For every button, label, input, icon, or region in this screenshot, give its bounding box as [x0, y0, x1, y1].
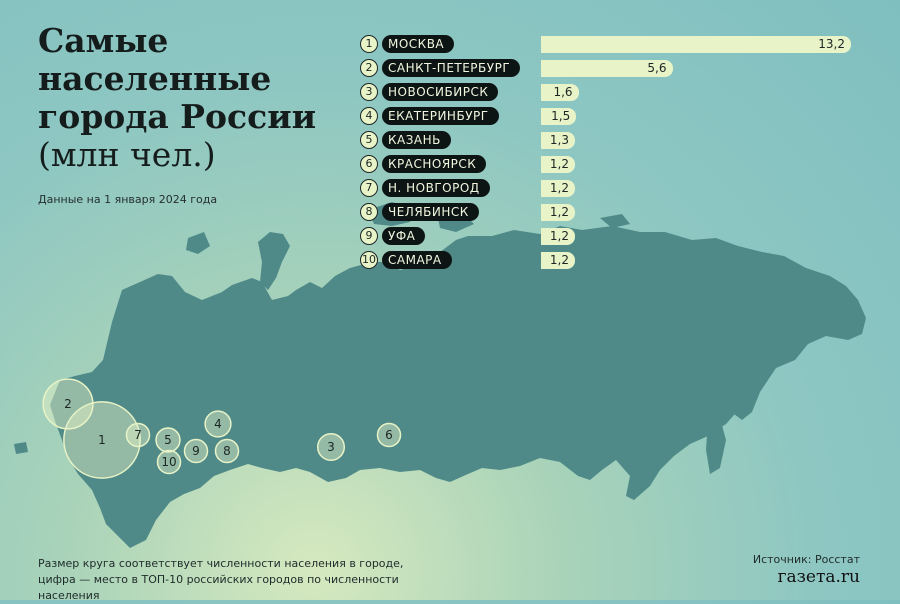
city-label: КРАСНОЯРСК [382, 155, 487, 173]
bar: 1,5 [541, 108, 577, 125]
bar-row: 5 КАЗАНЬ 1,3 [360, 131, 860, 149]
rank-badge: 4 [360, 107, 378, 125]
russia-mainland [50, 226, 866, 548]
island-north-4 [600, 214, 630, 228]
source-label: Источник: Росстат [752, 553, 860, 566]
bar-row: 9 УФА 1,2 [360, 227, 860, 245]
bar-value-label: 1,2 [549, 229, 569, 243]
city-label: ЕКАТЕРИНБУРГ [382, 107, 499, 125]
city-label: НОВОСИБИРСК [382, 83, 499, 101]
city-bubble [204, 410, 232, 438]
bubble-rank-label: 1 [98, 433, 106, 447]
bar: 1,2 [541, 204, 575, 221]
city-bubbles: 1 2 3 4 5 6 7 8 9 10 [42, 378, 402, 479]
city-bubble [125, 422, 151, 448]
bar: 5,6 [541, 60, 673, 77]
rank-badge: 3 [360, 83, 378, 101]
bubble-rank-label: 3 [327, 440, 335, 454]
rank-badge: 5 [360, 131, 378, 149]
footnote: Размер круга соответствует численности н… [38, 556, 458, 604]
bar: 1,2 [541, 180, 575, 197]
footnote-line-2: цифра — место в ТОП-10 российских городо… [38, 573, 399, 602]
title-line-2: населенные [38, 59, 272, 98]
rank-badge: 8 [360, 203, 378, 221]
city-bubble [156, 449, 182, 475]
bar-row: 1 МОСКВА 13,2 [360, 35, 860, 53]
rank-badge: 6 [360, 155, 378, 173]
city-bubble [183, 438, 209, 464]
bar-value-label: 1,2 [549, 181, 569, 195]
city-bubble [316, 432, 346, 462]
publisher-logo: газета.ru [777, 567, 860, 587]
bar: 1,2 [541, 252, 575, 269]
rank-badge: 9 [360, 227, 378, 245]
bubble-rank-label: 6 [385, 428, 393, 442]
bar: 13,2 [541, 36, 851, 53]
bar-row: 6 КРАСНОЯРСК 1,2 [360, 155, 860, 173]
bar-value-label: 1,2 [549, 157, 569, 171]
bar-row: 8 ЧЕЛЯБИНСК 1,2 [360, 203, 860, 221]
bubble-rank-label: 9 [192, 444, 200, 458]
city-label: Н. НОВГОРОД [382, 179, 490, 197]
bar-value-label: 13,2 [818, 37, 845, 51]
rank-badge: 7 [360, 179, 378, 197]
bubble-rank-label: 8 [223, 444, 231, 458]
bar: 1,2 [541, 156, 575, 173]
city-label: УФА [382, 227, 426, 245]
island-novaya-zemlya [258, 232, 290, 290]
bubble-rank-label: 2 [64, 397, 72, 411]
city-label: МОСКВА [382, 35, 455, 53]
island-sakhalin [706, 418, 726, 474]
bar-row: 7 Н. НОВГОРОД 1,2 [360, 179, 860, 197]
rank-badge: 2 [360, 59, 378, 77]
island-kamchatka-pen [734, 376, 760, 420]
bar: 1,6 [541, 84, 579, 101]
bar-value-label: 1,6 [553, 85, 573, 99]
city-bubble [63, 401, 141, 479]
bar-value-label: 1,3 [549, 133, 569, 147]
bar-value-label: 1,5 [551, 109, 571, 123]
city-bubble [376, 422, 402, 448]
bar-value-label: 5,6 [647, 61, 667, 75]
bubble-rank-label: 4 [214, 417, 222, 431]
city-bubble [155, 427, 181, 453]
city-bubble [42, 378, 94, 430]
bar-value-label: 1,2 [549, 205, 569, 219]
city-label: ЧЕЛЯБИНСК [382, 203, 479, 221]
city-label: САМАРА [382, 251, 452, 269]
bar: 1,3 [541, 132, 575, 149]
city-label: КАЗАНЬ [382, 131, 451, 149]
footnote-line-1: Размер круга соответствует численности н… [38, 557, 404, 570]
bubble-rank-label: 10 [161, 455, 176, 469]
rank-badge: 10 [360, 251, 378, 269]
bar-row: 4 ЕКАТЕРИНБУРГ 1,5 [360, 107, 860, 125]
bar-row: 2 САНКТ-ПЕТЕРБУРГ 5,6 [360, 59, 860, 77]
title-line-3: города России [38, 97, 317, 136]
island-kaliningrad [14, 442, 28, 454]
bar-row: 10 САМАРА 1,2 [360, 251, 860, 269]
city-label: САНКТ-ПЕТЕРБУРГ [382, 59, 521, 77]
title-unit: (млн чел.) [38, 135, 216, 174]
bubble-rank-label: 7 [134, 428, 142, 442]
bar-value-label: 1,2 [549, 253, 569, 267]
bar: 1,2 [541, 228, 575, 245]
title-line-1: Самые [38, 21, 169, 60]
island-north-3 [186, 232, 210, 254]
bubble-rank-label: 5 [164, 433, 172, 447]
rank-badge: 1 [360, 35, 378, 53]
city-bubble [214, 438, 240, 464]
chart-title: Самые населенные города России (млн чел.… [38, 22, 358, 174]
bar-row: 3 НОВОСИБИРСК 1,6 [360, 83, 860, 101]
chart-subtitle: Данные на 1 января 2024 года [38, 193, 218, 206]
